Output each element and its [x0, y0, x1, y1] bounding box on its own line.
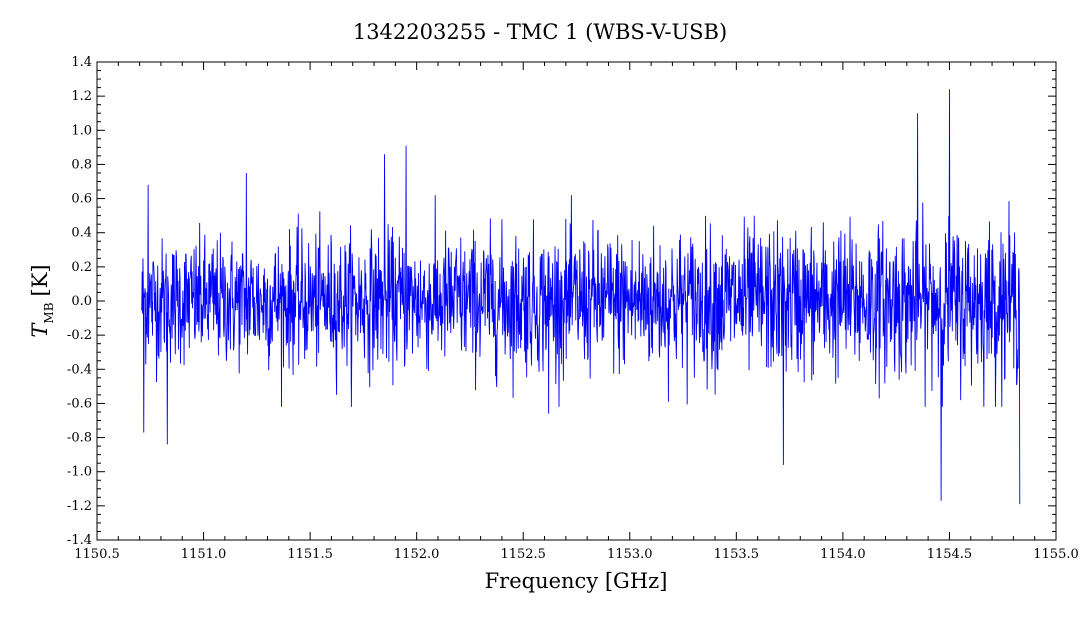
x-tick-label: 1151.5	[287, 547, 333, 562]
spectrum-series-line	[141, 89, 1021, 505]
x-tick-label: 1153.0	[607, 547, 653, 562]
y-tick-label: -0.2	[67, 328, 92, 343]
y-tick-label: -0.6	[67, 396, 92, 411]
x-tick-label: 1151.0	[181, 547, 227, 562]
y-tick-label: -0.8	[67, 431, 92, 446]
axis-ticks	[96, 61, 1057, 541]
plot-area	[96, 61, 1057, 541]
x-tick-label: 1154.0	[820, 547, 866, 562]
y-tick-label: -1.2	[67, 499, 92, 514]
y-tick-label: 0.0	[71, 294, 92, 309]
y-tick-label: 1.2	[71, 89, 92, 104]
y-axis-label-unit: [K]	[28, 264, 52, 296]
x-tick-label: 1154.5	[927, 547, 973, 562]
x-tick-label: 1150.5	[74, 547, 120, 562]
x-tick-label: 1152.5	[500, 547, 546, 562]
x-tick-label: 1153.5	[714, 547, 760, 562]
y-tick-label: 1.4	[71, 55, 92, 70]
series-group	[141, 89, 1021, 505]
y-tick-label: -1.4	[67, 533, 92, 548]
x-tick-labels: 1150.5 1151.0 1151.5 1152.0 1152.5 1153.0 1153…	[74, 547, 1079, 562]
y-tick-label: 0.6	[71, 192, 92, 207]
y-tick-label: 1.0	[71, 123, 92, 138]
y-tick-label: 0.4	[71, 226, 92, 241]
y-tick-label: 0.8	[71, 157, 92, 172]
chart-title: 1342203255 - TMC 1 (WBS-V-USB)	[353, 20, 727, 44]
x-axis-label: Frequency [GHz]	[485, 569, 668, 593]
y-axis-label-sub: MB	[42, 302, 56, 323]
y-axis-label-main: T	[28, 322, 52, 338]
y-tick-label: 0.2	[71, 260, 92, 275]
y-tick-labels: -1.4 -1.2 -1.0 -0.8 -0.6 -0.4 -0.2 0.0 0.2 0.4 0.6…	[67, 55, 92, 548]
y-axis-label: TMB [K]	[28, 264, 56, 337]
y-tick-label: -0.4	[67, 362, 92, 377]
x-tick-label: 1152.0	[394, 547, 440, 562]
y-tick-label: -1.0	[67, 465, 92, 480]
x-tick-label: 1155.0	[1033, 547, 1079, 562]
